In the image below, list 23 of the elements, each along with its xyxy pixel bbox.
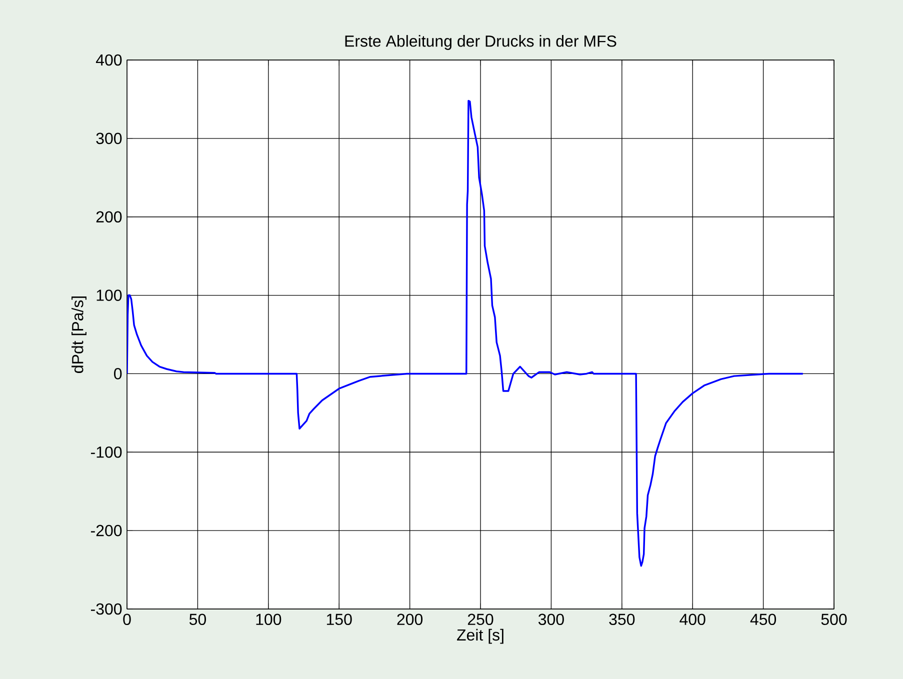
x-tick-label: 0	[123, 614, 131, 626]
y-tick-label: 400	[96, 54, 122, 66]
line-series	[127, 100, 804, 567]
y-axis-title: dPdt [Pa/s]	[72, 296, 86, 373]
y-tick-label: 0	[114, 368, 122, 380]
x-tick-label: 200	[397, 614, 423, 626]
x-tick-label: 150	[326, 614, 352, 626]
y-tick-label: -300	[90, 603, 122, 615]
x-tick-label: 500	[821, 614, 847, 626]
x-tick-label: 250	[468, 614, 494, 626]
y-tick-label: 300	[96, 132, 122, 144]
x-axis-title: Zeit [s]	[457, 628, 504, 644]
y-tick-label: 100	[96, 290, 122, 301]
x-tick-label: 400	[680, 614, 706, 626]
y-tick-label: 200	[96, 211, 122, 223]
y-tick-label: -100	[90, 446, 122, 458]
x-tick-label: 100	[256, 614, 282, 626]
x-tick-label: 300	[538, 614, 564, 626]
y-tick-label: -200	[90, 524, 122, 536]
x-tick-label: 450	[750, 614, 776, 626]
x-tick-label: 50	[189, 614, 206, 626]
chart-title: Erste Ableitung der Drucks in der MFS	[345, 35, 616, 50]
x-tick-label: 350	[609, 614, 635, 626]
